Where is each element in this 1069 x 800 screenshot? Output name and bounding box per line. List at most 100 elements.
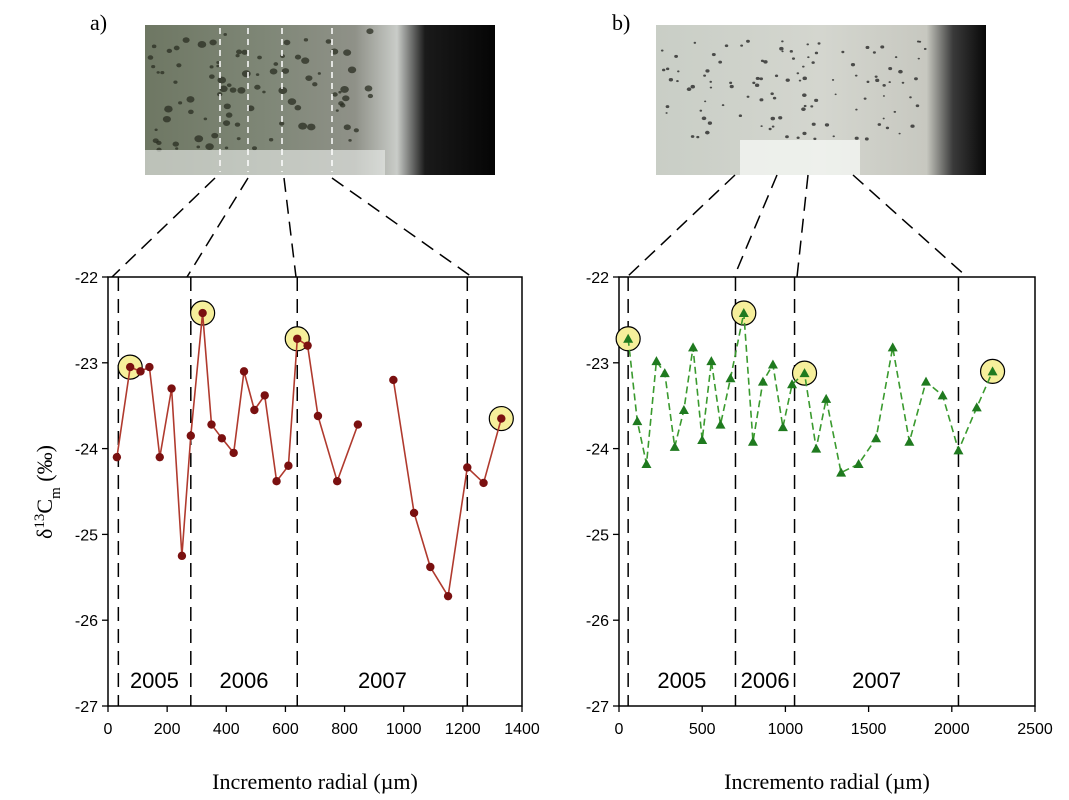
- data-point-a: [284, 461, 293, 470]
- x-tick-label-a: 1000: [386, 721, 422, 738]
- data-point-a: [177, 551, 187, 561]
- data-point-b: [641, 459, 652, 469]
- data-point-a: [229, 448, 238, 458]
- x-tick-label-a: 1200: [445, 721, 481, 738]
- data-point-b: [669, 441, 680, 451]
- data-point-a: [332, 477, 342, 486]
- data-point-b: [659, 368, 670, 378]
- data-point-b: [651, 356, 662, 366]
- x-tick-label-a: 400: [213, 721, 240, 738]
- data-point-a: [186, 431, 195, 440]
- y-tick-label-a: -22: [75, 270, 98, 287]
- data-point-b: [725, 373, 736, 383]
- y-tick-label-b: -26: [586, 613, 609, 630]
- data-point-a: [112, 452, 122, 462]
- data-point-a: [272, 477, 281, 486]
- x-tick-label-a: 0: [104, 721, 113, 738]
- data-point-a: [250, 405, 259, 415]
- wood-sample-image-a: [145, 25, 495, 175]
- wood-sample-image-b: [656, 25, 986, 175]
- year-label-a: 2007: [358, 668, 407, 693]
- series-line-a: [116, 312, 359, 556]
- x-tick-label-b: 2000: [934, 721, 970, 738]
- year-label-b: 2005: [657, 668, 706, 693]
- data-point-a: [426, 562, 435, 572]
- y-tick-label-b: -25: [586, 527, 609, 544]
- photo-connectors-b: [626, 174, 968, 278]
- y-tick-label-b: -27: [586, 699, 609, 716]
- year-label-b: 2006: [741, 668, 790, 693]
- data-point-b: [811, 443, 822, 453]
- photo-connectors-a: [111, 177, 473, 278]
- data-point-a: [155, 452, 164, 462]
- y-tick-label-b: -22: [586, 270, 609, 287]
- data-point-b: [887, 342, 898, 352]
- data-point-b: [836, 467, 847, 477]
- panel-label-b: b): [612, 10, 630, 35]
- data-point-a: [260, 391, 269, 400]
- x-tick-label-b: 2500: [1017, 721, 1053, 738]
- data-point-b: [787, 379, 798, 389]
- data-point-a: [479, 478, 488, 488]
- data-point-b: [937, 390, 948, 400]
- year-label-a: 2005: [130, 668, 179, 693]
- x-tick-label-b: 1000: [768, 721, 804, 738]
- y-axis-title: δ13Cm (‰): [32, 445, 64, 539]
- data-point-b: [953, 445, 964, 455]
- data-point-a: [409, 508, 419, 518]
- series-line-b: [627, 312, 994, 474]
- data-point-a: [463, 463, 472, 472]
- data-point-a: [125, 362, 135, 372]
- data-point-b: [706, 356, 717, 366]
- data-point-a: [389, 375, 398, 385]
- y-tick-label-a: -26: [75, 613, 98, 630]
- x-axis-title-b: Incremento radial (µm): [724, 769, 930, 794]
- y-tick-label-b: -23: [586, 356, 609, 373]
- data-point-b: [971, 402, 982, 412]
- data-point-a: [217, 434, 227, 443]
- year-label-b: 2007: [852, 668, 901, 693]
- data-point-b: [767, 359, 778, 369]
- y-tick-label-a: -24: [75, 442, 98, 459]
- x-tick-label-b: 0: [615, 721, 624, 738]
- plot-frame-a: [107, 276, 523, 707]
- data-point-a: [198, 308, 207, 318]
- plot-b: -27 -26 -25 -24 -23 -22 0 500 1000 1500 2000 2500 20…: [586, 270, 1053, 738]
- data-point-b: [871, 433, 882, 443]
- series-line-a: [392, 379, 503, 599]
- year-label-a: 2006: [220, 668, 269, 693]
- data-point-a: [167, 384, 176, 393]
- data-point-b: [921, 376, 932, 386]
- data-point-a: [293, 334, 302, 343]
- panel-label-a: a): [90, 10, 107, 35]
- x-axis-title-a: Incremento radial (µm): [212, 769, 418, 794]
- data-point-a: [145, 362, 154, 372]
- y-tick-label-a: -23: [75, 356, 98, 373]
- data-point-a: [207, 420, 216, 429]
- data-point-a: [313, 411, 323, 421]
- data-point-b: [632, 416, 643, 426]
- x-tick-label-a: 800: [331, 721, 358, 738]
- x-tick-label-b: 500: [689, 721, 716, 738]
- data-point-b: [678, 404, 689, 414]
- x-tick-label-a: 1400: [504, 721, 540, 738]
- data-point-a: [353, 420, 363, 429]
- data-point-b: [688, 342, 699, 352]
- data-point-b: [715, 419, 726, 429]
- data-point-b: [853, 459, 864, 469]
- data-point-b: [747, 436, 758, 446]
- data-point-b: [777, 422, 788, 432]
- data-point-b: [904, 436, 915, 446]
- data-point-a: [303, 341, 312, 350]
- y-tick-label-a: -27: [75, 699, 98, 716]
- data-point-b: [799, 368, 810, 378]
- y-tick-label-a: -25: [75, 527, 98, 544]
- x-tick-label-a: 200: [154, 721, 181, 738]
- data-point-b: [987, 366, 998, 376]
- x-tick-label-b: 1500: [851, 721, 887, 738]
- plot-frame-b: [618, 276, 1036, 707]
- y-tick-label-b: -24: [586, 442, 609, 459]
- x-tick-label-a: 600: [272, 721, 299, 738]
- data-point-a: [136, 367, 145, 376]
